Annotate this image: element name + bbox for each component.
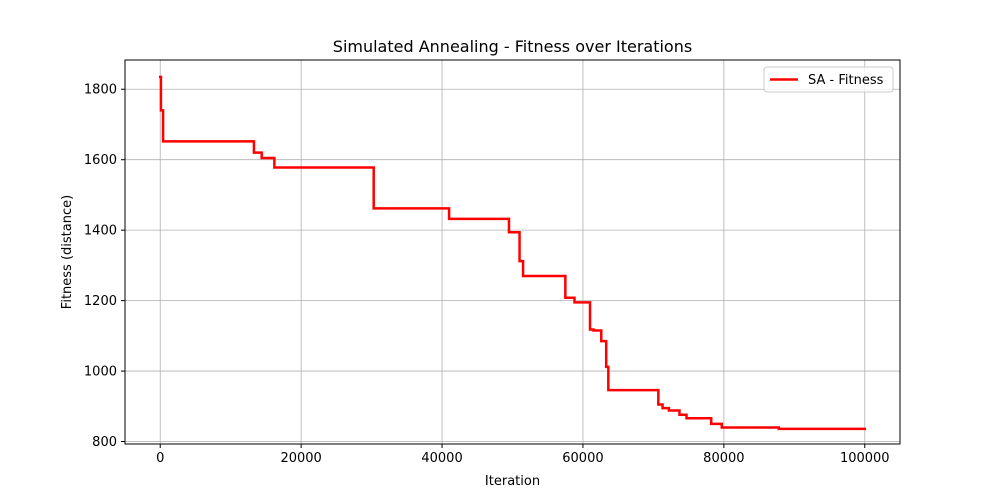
x-tick-label: 40000 xyxy=(421,451,462,466)
series-layer xyxy=(158,75,867,431)
grid-lines xyxy=(125,60,900,444)
y-tick-label: 1200 xyxy=(84,294,117,309)
plot-area-frame xyxy=(124,59,901,445)
legend-box xyxy=(763,66,894,93)
y-tick-label: 1600 xyxy=(84,153,117,168)
y-tick-label: 1800 xyxy=(84,83,117,98)
y-axis-label: Fitness (distance) xyxy=(60,195,75,309)
x-tick-label: 20000 xyxy=(280,451,321,466)
y-tick-label: 1000 xyxy=(84,365,117,380)
x-tick-label: 60000 xyxy=(562,451,603,466)
legend: SA - Fitness xyxy=(763,66,894,93)
legend-label-sa-fitness: SA - Fitness xyxy=(808,73,884,88)
series-line-sa-fitness xyxy=(158,75,867,431)
x-axis-label: Iteration xyxy=(485,474,540,489)
chart-title: Simulated Annealing - Fitness over Itera… xyxy=(333,37,692,56)
x-tick-label: 0 xyxy=(156,451,164,466)
y-tick-label: 1400 xyxy=(84,224,117,239)
x-tick-label: 100000 xyxy=(840,451,890,466)
y-tick-label: 800 xyxy=(92,435,117,450)
axis-ticks: 0 20000 40000 60000 80000 100000 800 1000 1200 14… xyxy=(84,83,890,466)
x-tick-label: 80000 xyxy=(703,451,744,466)
